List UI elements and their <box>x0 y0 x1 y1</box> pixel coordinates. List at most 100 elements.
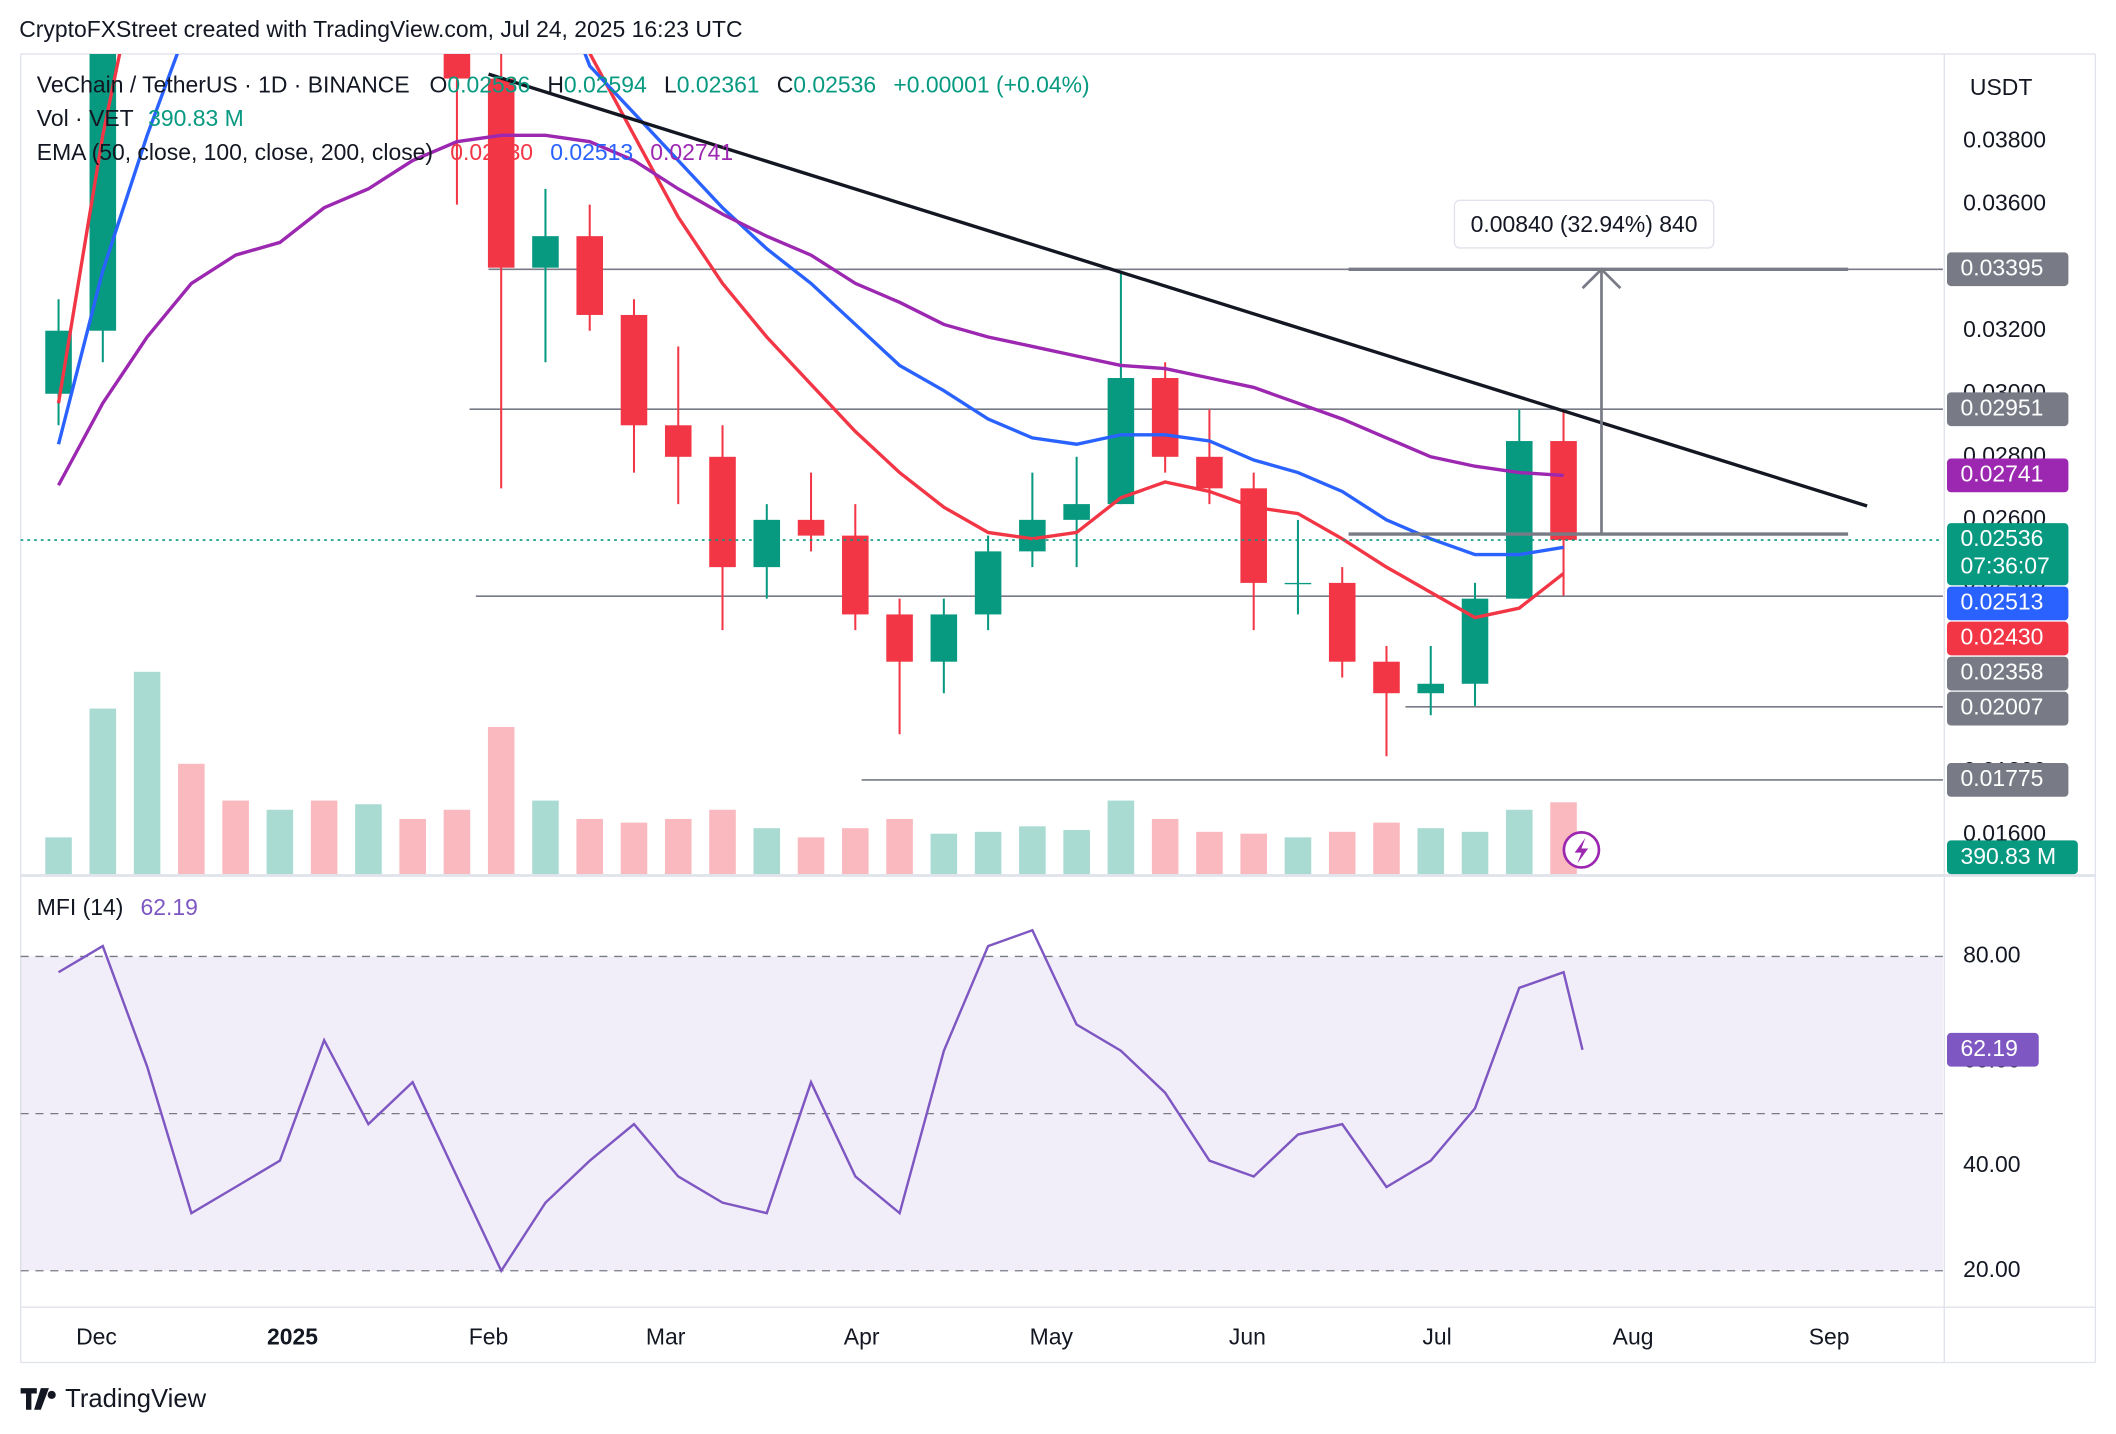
price-tag-time: 07:36:07 <box>1960 553 2049 579</box>
candle-body <box>1373 661 1400 694</box>
candle-body <box>532 236 559 268</box>
alert-bolt <box>1574 837 1589 864</box>
candle-body <box>1505 441 1533 599</box>
price-tag <box>1946 621 2069 656</box>
ohlc-key: L <box>664 71 677 97</box>
mfi-value: 62.19 <box>141 894 198 920</box>
ema-label: EMA (50, close, 100, close, 200, close) <box>37 139 433 165</box>
ema-value: 0.02513 <box>550 139 633 165</box>
candle-body <box>886 614 913 662</box>
volume-bar <box>886 818 913 875</box>
volume-legend: Vol · VET 390.83 M <box>37 105 244 131</box>
candle-body <box>1284 582 1312 585</box>
x-tick-label: Sep <box>1809 1323 1850 1349</box>
volume-bar <box>664 818 692 875</box>
currency: USDT <box>1970 74 2032 100</box>
candle-body <box>1550 441 1577 541</box>
ohlc-value: 0.02536 <box>793 71 876 97</box>
brand: TradingView <box>65 1385 207 1413</box>
volume-bar <box>1151 818 1179 875</box>
volume-bar <box>620 822 648 875</box>
logo: TradingView <box>20 1385 207 1413</box>
ema-line <box>56 53 1565 620</box>
mfi-legend: MFI (14) 62.19 <box>37 894 198 920</box>
symbol-legend: VeChain / TetherUS · 1D · BINANCE O0.025… <box>37 71 1090 97</box>
x-tick-label: Apr <box>844 1323 880 1349</box>
volume-bar <box>753 828 781 875</box>
volume-bar <box>1019 826 1046 875</box>
volume-bar <box>532 800 559 875</box>
volume-bar <box>399 818 426 875</box>
volume-bar <box>797 837 825 875</box>
ema-line <box>57 133 1564 487</box>
candle-body <box>842 535 869 615</box>
mfi-title: MFI (14) <box>37 894 124 920</box>
candle-body <box>1151 378 1179 457</box>
ohlc-value: 0.02361 <box>677 71 760 97</box>
y-tick-label: 80.00 <box>1963 942 2020 968</box>
volume-bar <box>842 828 869 875</box>
ohlc-value: 0.02536 <box>447 71 530 97</box>
candle-body <box>1107 378 1135 505</box>
volume-tag <box>1946 840 2078 875</box>
volume-bar <box>1328 831 1356 875</box>
overlay: 0.038000.036000.034000.032000.030000.028… <box>76 127 2078 1349</box>
ohlc-key: H <box>547 71 564 97</box>
x-tick-label: Mar <box>646 1323 686 1349</box>
candle-body <box>753 519 781 568</box>
mfi-tag <box>1946 1032 2039 1067</box>
price-tag-label: 0.02536 <box>1960 525 2043 551</box>
y-tick-label: 0.03800 <box>1963 127 2046 153</box>
ema-value: 0.02741 <box>650 139 733 165</box>
candle-body <box>1019 519 1046 552</box>
x-tick-label: Dec <box>76 1323 117 1349</box>
x-tick-label: 2025 <box>267 1323 318 1349</box>
change: +0.00001 (+0.04%) <box>893 71 1089 97</box>
candle-body <box>797 519 825 536</box>
volume-bar <box>1417 828 1445 875</box>
volume-bar <box>45 837 72 875</box>
x-tick-label: Jul <box>1422 1323 1451 1349</box>
price-tag-label: 0.03395 <box>1960 254 2043 280</box>
price-tag <box>1946 691 2069 726</box>
symbol: VeChain / TetherUS · 1D · BINANCE <box>37 71 410 97</box>
volume-bar <box>1505 809 1533 875</box>
candle-body <box>1417 683 1445 694</box>
price-tag-label: 0.02358 <box>1960 659 2043 685</box>
volume-bar <box>89 708 117 875</box>
volume-bar <box>266 809 294 875</box>
price-pane <box>20 53 1943 875</box>
volume-tag-label: 390.83 M <box>1960 843 2056 869</box>
mfi-tag-label: 62.19 <box>1960 1035 2017 1061</box>
trendline <box>488 72 1868 508</box>
volume-bar <box>222 800 249 875</box>
ohlc-key: C <box>777 71 794 97</box>
ema-value: 0.02430 <box>450 139 533 165</box>
x-tick-label: Jun <box>1229 1323 1266 1349</box>
volume-bar <box>133 671 161 875</box>
volume-bar <box>310 800 338 875</box>
volume-bar <box>1240 833 1267 875</box>
ema-line <box>56 53 1564 557</box>
candle-body <box>1328 582 1356 662</box>
measure-arrowhead <box>1581 267 1622 290</box>
ohlc-value: 0.02594 <box>564 71 647 97</box>
candle-body <box>930 614 958 662</box>
band-fill <box>20 956 1943 1271</box>
volume-bar <box>1284 837 1312 875</box>
price-tag <box>1946 523 2069 586</box>
measure-label: 0.00840 (32.94%) 840 <box>1471 211 1698 237</box>
candle-body <box>576 236 604 315</box>
volume-bar <box>974 831 1002 875</box>
volume-bar <box>1461 831 1489 875</box>
candle-body <box>487 78 515 268</box>
candle-body <box>443 53 471 79</box>
candle-body <box>664 425 692 457</box>
volume-bar <box>930 833 958 875</box>
volume-bar <box>709 809 736 875</box>
credit: CryptoFXStreet created with TradingView.… <box>19 16 742 42</box>
y-tick-label: 40.00 <box>1963 1151 2020 1177</box>
logo-mark <box>20 1388 56 1410</box>
mfi-pane <box>20 928 1943 1274</box>
